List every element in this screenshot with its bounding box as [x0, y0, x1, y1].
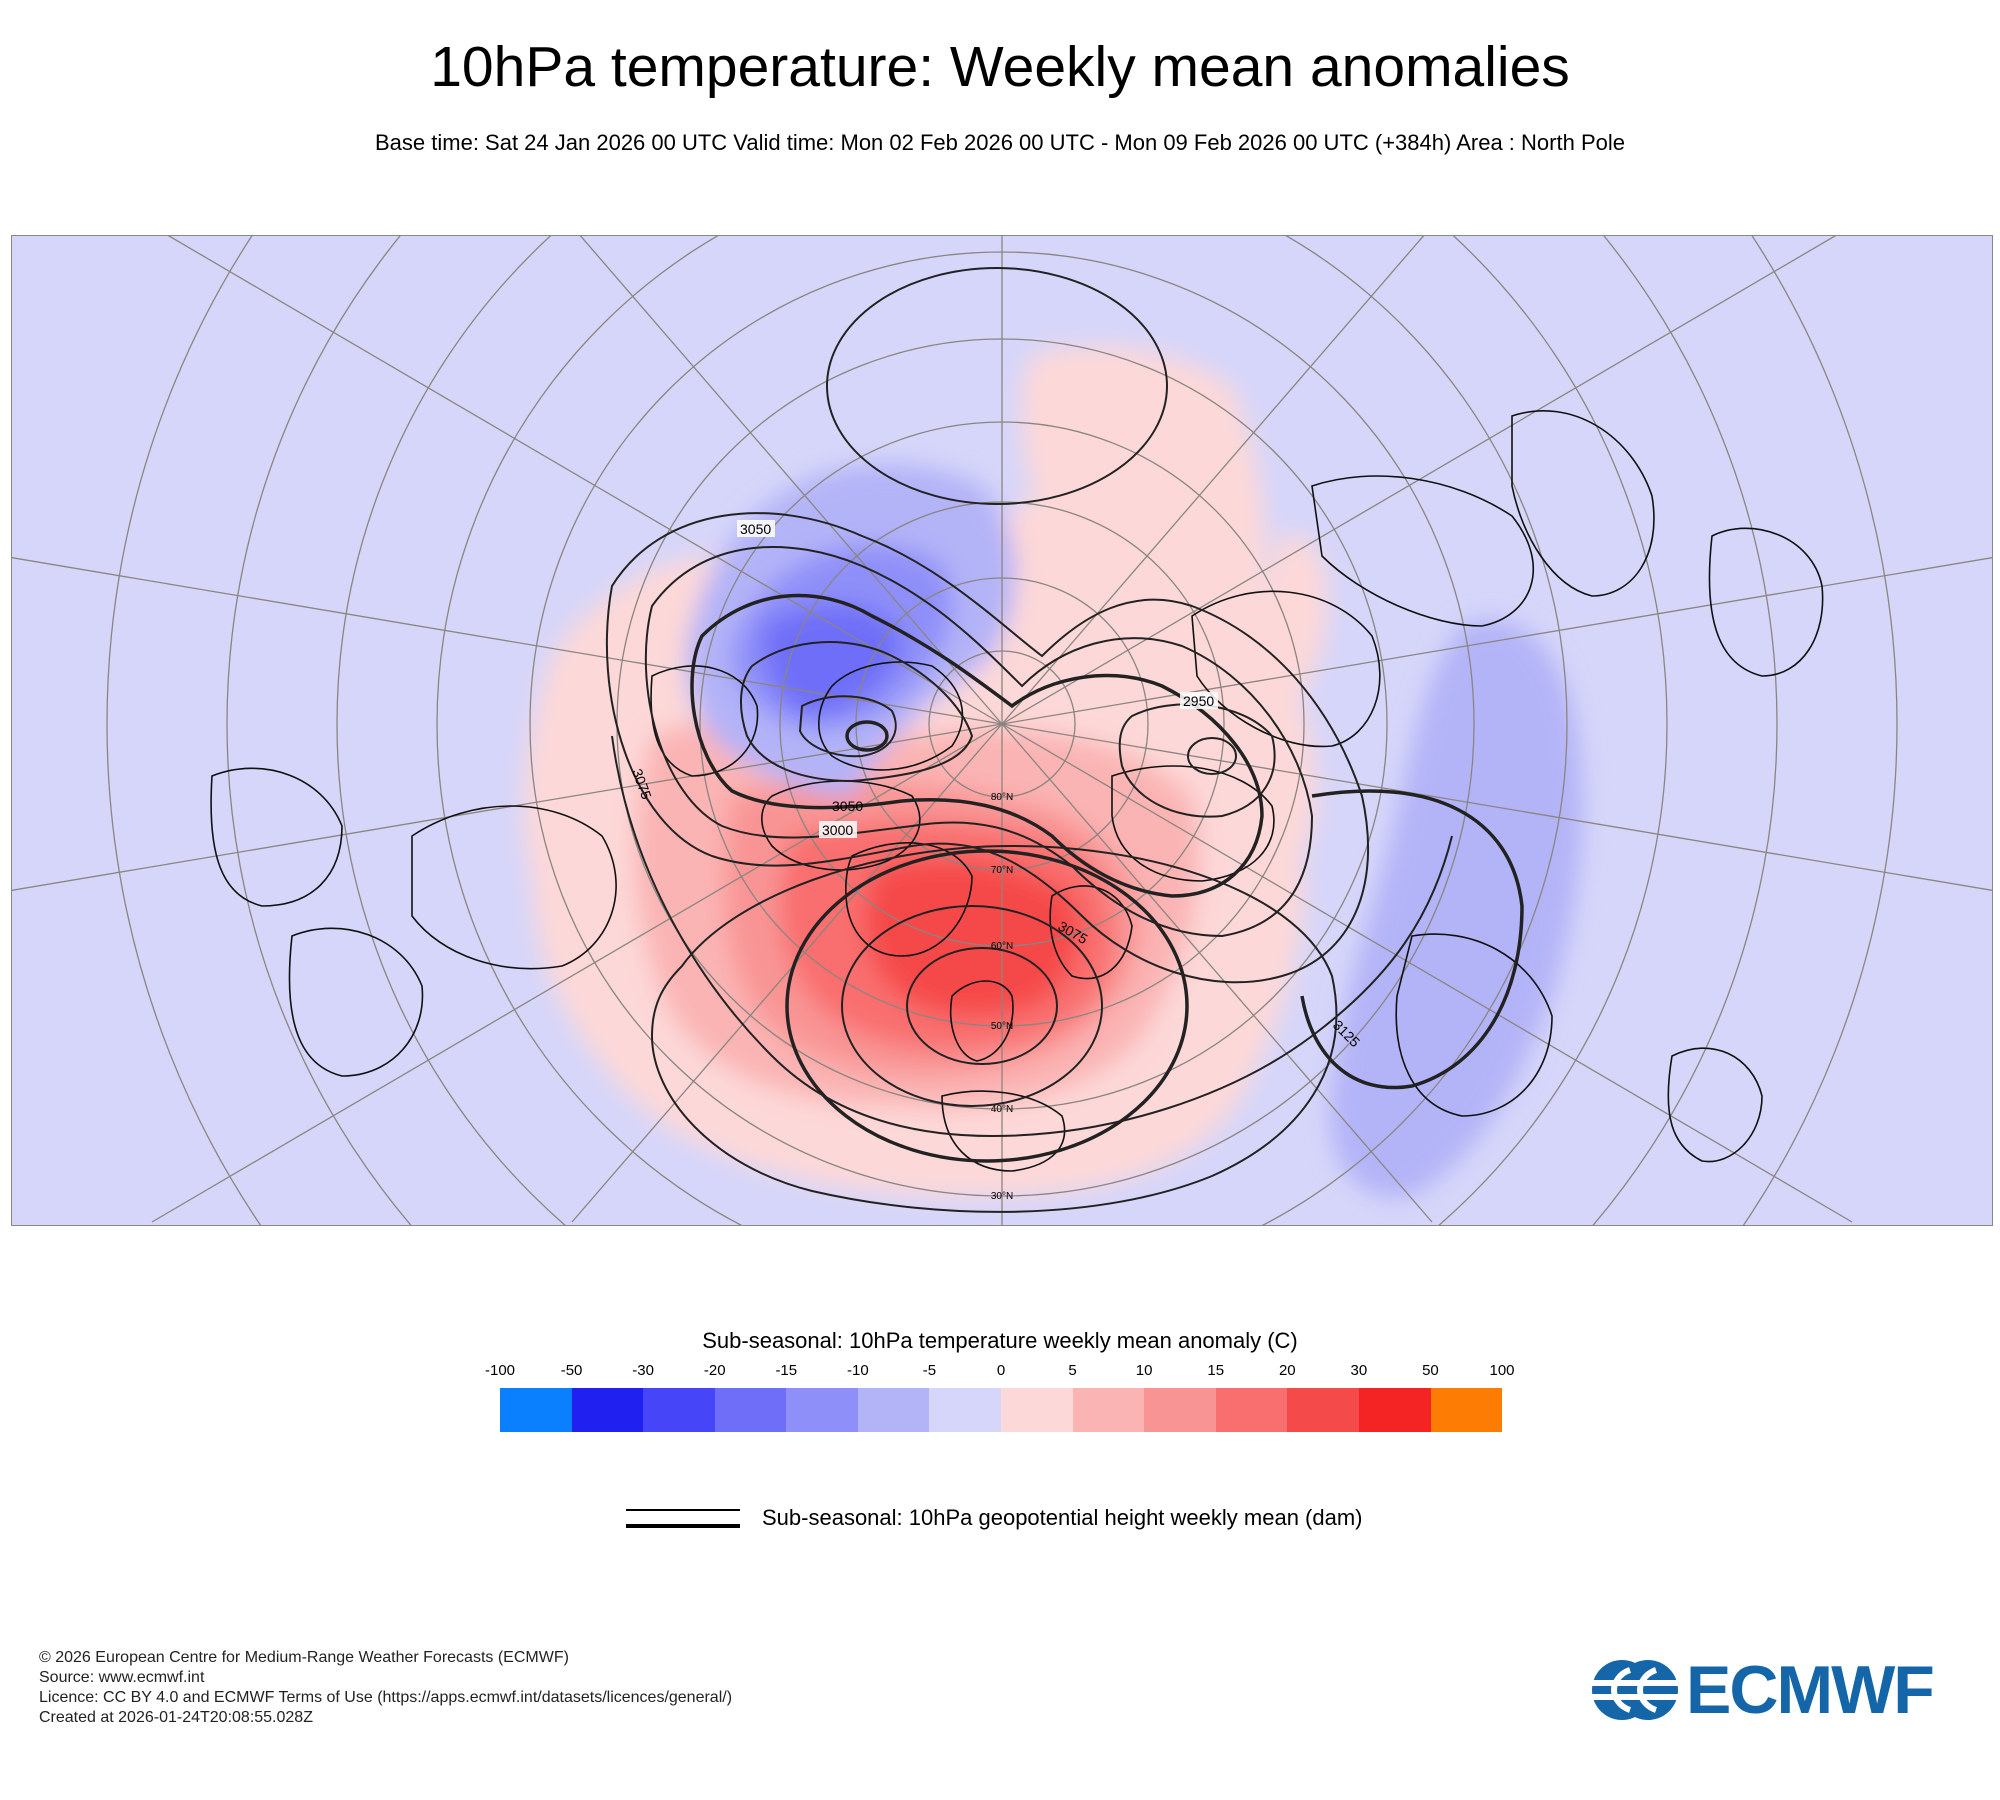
created-text: Created at 2026-01-24T20:08:55.028Z [39, 1709, 313, 1726]
colorbar-cell [857, 1388, 930, 1432]
source-text: Source: www.ecmwf.int [39, 1669, 205, 1686]
colorbar-tick-label: -30 [632, 1362, 654, 1379]
ecmwf-logo: ECMWF [1590, 1652, 1965, 1728]
contour-key-lines [626, 1503, 740, 1533]
colorbar-cell [643, 1388, 715, 1432]
contour-label: 3050 [740, 521, 771, 537]
graticule [12, 236, 1992, 1225]
colorbar-tick-label: -20 [703, 1362, 726, 1379]
colorbar-tick-label: 50 [1422, 1362, 1439, 1379]
lat-label-50: 50°N [991, 1021, 1013, 1032]
coastlines [210, 410, 1824, 1172]
licence-text: Licence: CC BY 4.0 and ECMWF Terms of Us… [39, 1689, 733, 1706]
colorbar-cell [929, 1388, 1002, 1432]
contour-label: 3050 [832, 798, 863, 814]
colorbar-tick-label: 20 [1278, 1362, 1296, 1379]
colorbar-title: Sub-seasonal: 10hPa temperature weekly m… [702, 1328, 1298, 1353]
ecmwf-logo-text: ECMWF [1686, 1652, 1935, 1728]
lat-label-40: 40°N [991, 1104, 1013, 1115]
colorbar-cell [714, 1388, 787, 1432]
colorbar-tick-label: -100 [484, 1362, 516, 1379]
colorbar-cell [1144, 1388, 1216, 1432]
colorbar-tick-label: 30 [1350, 1362, 1368, 1379]
colorbar-tick-label: 100 [1489, 1362, 1515, 1379]
contour-key: Sub-seasonal: 10hPa geopotential height … [626, 1498, 1363, 1538]
polar-map: 3050 2950 3000 3075 3050 3075 3125 80°N … [11, 235, 1993, 1226]
colorbar-tick-label: 15 [1207, 1362, 1225, 1379]
lat-label-30: 30°N [991, 1191, 1013, 1202]
anomaly-shading [523, 346, 1583, 1198]
contour-key-label: Sub-seasonal: 10hPa geopotential height … [762, 1505, 1363, 1530]
colorbar-tick-label: -15 [775, 1362, 798, 1379]
lat-label-60: 60°N [991, 941, 1013, 952]
footer: © 2026 European Centre for Medium-Range … [39, 1648, 732, 1728]
chart-subtitle: Base time: Sat 24 Jan 2026 00 UTC Valid … [375, 130, 1625, 155]
latitude-labels: 80°N 70°N 60°N 50°N 40°N 30°N [991, 792, 1013, 1202]
colorbar-cell [1072, 1388, 1145, 1432]
colorbar-cell [1215, 1388, 1288, 1432]
colorbar-cell [1358, 1388, 1431, 1432]
lat-label-80: 80°N [991, 792, 1013, 803]
contour-label: 3000 [822, 822, 853, 838]
height-contours [605, 267, 1524, 1213]
colorbar-tick-label: 10 [1135, 1362, 1153, 1379]
colorbar-cell [500, 1388, 572, 1432]
chart-title: 10hPa temperature: Weekly mean anomalies [430, 35, 1570, 99]
contour-label: 2950 [1183, 693, 1214, 709]
ecmwf-logo-icon [1590, 1660, 1680, 1720]
lat-label-70: 70°N [991, 865, 1013, 876]
colorbar [500, 1388, 1503, 1432]
colorbar-cell [1001, 1388, 1073, 1432]
colorbar-tick-label: -50 [560, 1362, 583, 1379]
colorbar-cell [1287, 1388, 1359, 1432]
colorbar-cell [571, 1388, 644, 1432]
copyright-text: © 2026 European Centre for Medium-Range … [39, 1649, 569, 1666]
colorbar-cell [1430, 1388, 1503, 1432]
colorbar-tick-labels: -100 -50 -30 -20 -15 -10 -5 0 5 10 15 20 30 50 100 [0, 1362, 2000, 1384]
colorbar-tick-label: -5 [922, 1362, 937, 1379]
colorbar-tick-label: -10 [847, 1362, 869, 1379]
colorbar-cell [786, 1388, 858, 1432]
colorbar-tick-label: 5 [1068, 1362, 1077, 1379]
colorbar-tick-label: 0 [996, 1362, 1006, 1379]
